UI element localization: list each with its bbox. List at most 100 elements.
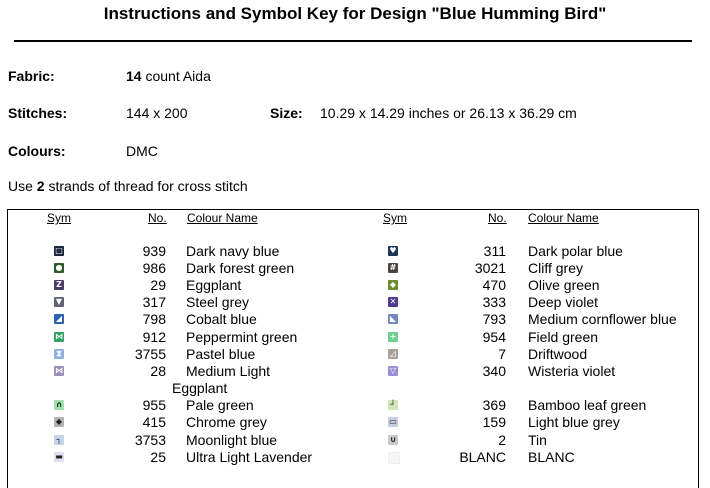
thread-instruction: Use 2 strands of thread for cross stitch <box>8 178 248 194</box>
hash-icon: # <box>388 263 398 273</box>
right-key-row: ◿ 7 Driftwood <box>0 346 710 363</box>
document-title: Instructions and Symbol Key for Design "… <box>103 4 607 23</box>
corner-triangle-icon: ◢ <box>54 314 64 324</box>
z-letter-icon: Z <box>54 280 64 290</box>
right-colour-name: Dark polar blue <box>528 243 623 259</box>
right-colour-name: BLANC <box>528 449 575 465</box>
left-dmc-number: 415 <box>142 414 166 430</box>
stitches-label: Stitches: <box>8 105 68 121</box>
right-colour-name: Cliff grey <box>528 260 583 276</box>
left-colour-name: Moonlight blue <box>186 432 278 448</box>
left-key-row: ∩ 955 Pale green <box>0 397 710 414</box>
left-key-row: ▼ 317 Steel grey <box>0 294 710 311</box>
left-dmc-number: 912 <box>142 329 166 345</box>
cup-icon: ∪ <box>388 435 398 445</box>
right-colour-name: Deep violet <box>528 294 599 310</box>
size-value: 10.29 x 14.29 inches or 26.13 x 36.29 cm <box>320 105 577 121</box>
right-key-row: +954 Field green <box>0 329 710 346</box>
right-dmc-number: 470 <box>482 277 506 293</box>
left-colour-name: Dark navy blue <box>186 243 280 259</box>
triangle-down-outline-icon: ▽ <box>388 366 398 376</box>
heart-icon: ♥ <box>388 246 398 256</box>
right-no-header: No. <box>488 211 507 225</box>
right-key-row: ▽ 340 Wisteria violet <box>0 363 710 380</box>
right-dmc-number: BLANC <box>459 449 506 465</box>
colours-label: Colours: <box>8 143 66 159</box>
bowtie-icon: ⋈ <box>54 366 64 376</box>
left-colour-name: Eggplant <box>186 277 242 293</box>
right-colour-name: Bamboo leaf green <box>528 397 647 413</box>
left-dmc-number: 955 <box>142 397 166 413</box>
rectangle-icon: ▭ <box>388 417 398 427</box>
stitches-value: 144 x 200 <box>126 105 188 121</box>
right-colour-name: Olive green <box>528 277 600 293</box>
left-colour-name: Cobalt blue <box>186 311 257 327</box>
circle-icon: ● <box>54 263 64 273</box>
left-key-row: ◆ 415 Chrome grey <box>0 414 710 431</box>
fabric-value: 14 count Aida <box>126 68 211 84</box>
left-sym-header: Sym <box>47 211 71 225</box>
square-outline-icon: □ <box>54 246 64 256</box>
arch-icon: ∩ <box>54 400 64 410</box>
right-dmc-number: 954 <box>482 329 506 345</box>
corner-bracket-icon: ┐ <box>54 435 64 445</box>
right-name-header: Colour Name <box>528 211 599 225</box>
right-dmc-number: 2 <box>498 432 506 448</box>
triangle-down-icon: ▼ <box>54 297 64 307</box>
left-dmc-number: 25 <box>150 449 166 465</box>
left-key-row: ▬ 25 Ultra Light Lavender <box>0 449 710 466</box>
right-dmc-number: 311 <box>483 243 506 259</box>
right-key-row: #3021 Cliff grey <box>0 260 710 277</box>
right-dmc-number: 7 <box>498 346 506 362</box>
right-key-row: ✕ 333 Deep violet <box>0 294 710 311</box>
left-key-row: ⋈ 912 Peppermint green <box>0 329 710 346</box>
right-dmc-number: 340 <box>482 363 506 379</box>
right-dmc-number: 793 <box>482 311 506 327</box>
diamond-icon: ◆ <box>54 417 64 427</box>
right-dmc-number: 333 <box>482 294 506 310</box>
title-rule <box>14 40 692 42</box>
left-colour-name: Ultra Light Lavender <box>186 449 313 465</box>
right-dmc-number: 3021 <box>474 260 506 276</box>
left-dmc-number: 317 <box>142 294 166 310</box>
right-key-row: ┘ 369 Bamboo leaf green <box>0 397 710 414</box>
instruction-post: strands of thread for cross stitch <box>44 178 248 194</box>
left-dmc-number: 28 <box>150 363 166 379</box>
left-colour-name: Steel grey <box>186 294 250 310</box>
right-colour-name: Tin <box>528 432 547 448</box>
right-key-row: BLANC BLANC <box>0 449 710 466</box>
left-name-continuation: Eggplant <box>172 380 228 396</box>
bar-icon: ▬ <box>54 452 64 462</box>
right-colour-name: Wisteria violet <box>528 363 616 379</box>
fabric-label: Fabric: <box>8 68 55 84</box>
left-key-row: ┐ 3753 Moonlight blue <box>0 432 710 449</box>
right-key-row: ◣ 793 Medium cornflower blue <box>0 311 710 328</box>
left-key-row: ◢ 798 Cobalt blue <box>0 311 710 328</box>
left-colour-name: Dark forest green <box>186 260 295 276</box>
strand-count: 2 <box>36 178 45 194</box>
right-colour-name: Driftwood <box>528 346 588 362</box>
left-colour-name: Peppermint green <box>186 329 298 345</box>
left-key-row: ⧗ 3755 Pastel blue <box>0 346 710 363</box>
right-dmc-number: 369 <box>482 397 506 413</box>
right-key-row: ◆ 470 Olive green <box>0 277 710 294</box>
right-key-row: ♥ 311 Dark polar blue <box>0 243 710 260</box>
left-dmc-number: 939 <box>142 243 166 259</box>
left-dmc-number: 986 <box>142 260 166 276</box>
fabric-type: count Aida <box>141 68 211 84</box>
right-key-row: ∪ 2 Tin <box>0 432 710 449</box>
blank-icon <box>388 452 400 464</box>
left-dmc-number: 29 <box>150 277 166 293</box>
left-colour-name: Chrome grey <box>186 414 267 430</box>
left-key-row: Z 29 Eggplant <box>0 277 710 294</box>
plus-icon: + <box>388 332 398 342</box>
right-dmc-number: 159 <box>482 414 506 430</box>
left-no-header: No. <box>148 211 167 225</box>
bowtie-icon: ⋈ <box>54 332 64 342</box>
left-key-row: □ 939 Dark navy blue <box>0 243 710 260</box>
left-colour-name: Medium Light <box>186 363 271 379</box>
diamond-icon: ◆ <box>388 280 398 290</box>
left-dmc-number: 3755 <box>134 346 166 362</box>
right-colour-name: Field green <box>528 329 599 345</box>
left-key-row: ⋈ 28 Medium Light <box>0 363 710 380</box>
